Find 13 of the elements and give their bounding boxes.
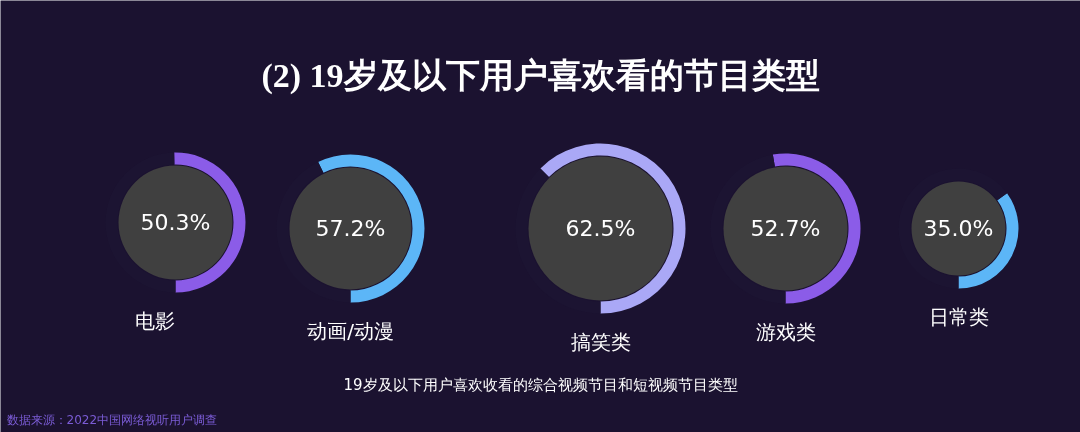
data-label: 57.2% (315, 216, 386, 241)
slice-label: 动画/动漫 (307, 318, 394, 343)
slice-label: 搞笑类 (570, 329, 631, 354)
data-label: 52.7% (750, 216, 821, 241)
data-label: 62.5% (565, 216, 636, 241)
text: (2) 19岁及以下用户喜欢看的节目类型 (261, 57, 820, 95)
slice-label: 游戏类 (755, 319, 816, 344)
text: 19岁及以下用户喜欢收看的综合视频节目和短视频节目类型 (343, 375, 738, 394)
slice-label: 电影 (134, 308, 175, 333)
slice-label: 日常类 (928, 304, 989, 329)
data-label: 50.3% (140, 210, 211, 235)
data-label: 35.0% (923, 216, 994, 241)
source-note: 数据来源：2022中国网络视听用户调查 (6, 412, 218, 427)
